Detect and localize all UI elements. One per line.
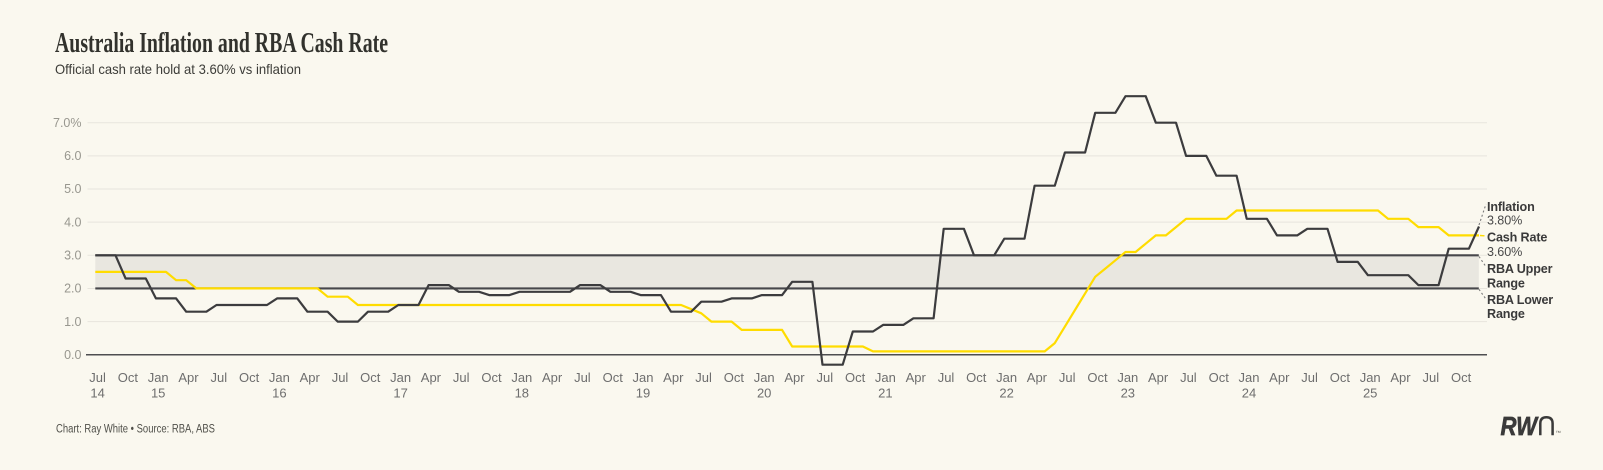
svg-text:Oct: Oct <box>845 370 866 385</box>
svg-text:Jul: Jul <box>695 370 712 385</box>
svg-text:Oct: Oct <box>239 370 260 385</box>
svg-text:Jan: Jan <box>511 370 532 385</box>
svg-text:19: 19 <box>636 386 650 401</box>
svg-text:20: 20 <box>757 386 771 401</box>
svg-text:Oct: Oct <box>1330 370 1351 385</box>
svg-text:21: 21 <box>878 386 892 401</box>
svg-text:Jul: Jul <box>1059 370 1076 385</box>
svg-text:Jul: Jul <box>210 370 227 385</box>
svg-text:14: 14 <box>90 386 104 401</box>
svg-text:Jan: Jan <box>875 370 896 385</box>
svg-text:Official cash rate hold at 3.6: Official cash rate hold at 3.60% vs infl… <box>55 61 301 77</box>
svg-text:Apr: Apr <box>1148 370 1169 385</box>
svg-text:4.0: 4.0 <box>64 215 81 229</box>
svg-text:Apr: Apr <box>421 370 442 385</box>
svg-text:Jul: Jul <box>89 370 106 385</box>
svg-text:Apr: Apr <box>300 370 321 385</box>
svg-text:3.0: 3.0 <box>64 249 81 263</box>
svg-text:Jan: Jan <box>754 370 775 385</box>
svg-text:Apr: Apr <box>663 370 684 385</box>
svg-text:Range: Range <box>1487 307 1525 321</box>
svg-text:Jul: Jul <box>1422 370 1439 385</box>
svg-text:Australia Inflation and RBA Ca: Australia Inflation and RBA Cash Rate <box>55 27 388 59</box>
svg-text:Oct: Oct <box>118 370 139 385</box>
svg-text:Oct: Oct <box>1087 370 1108 385</box>
svg-text:Apr: Apr <box>1027 370 1048 385</box>
svg-text:Apr: Apr <box>542 370 563 385</box>
svg-text:Jul: Jul <box>816 370 833 385</box>
svg-text:25: 25 <box>1363 386 1377 401</box>
svg-text:7.0%: 7.0% <box>53 116 82 130</box>
svg-text:Jan: Jan <box>996 370 1017 385</box>
svg-text:17: 17 <box>393 386 407 401</box>
svg-text:Jul: Jul <box>574 370 591 385</box>
svg-text:5.0: 5.0 <box>64 182 81 196</box>
svg-text:Oct: Oct <box>724 370 745 385</box>
svg-text:3.80%: 3.80% <box>1487 214 1522 228</box>
svg-text:Apr: Apr <box>906 370 927 385</box>
svg-text:0.0: 0.0 <box>64 348 81 362</box>
svg-text:Oct: Oct <box>360 370 381 385</box>
svg-text:Jul: Jul <box>332 370 349 385</box>
svg-text:Cash Rate: Cash Rate <box>1487 230 1547 244</box>
svg-text:Chart: Ray White • Source: RBA: Chart: Ray White • Source: RBA, ABS <box>56 424 215 436</box>
svg-text:Jul: Jul <box>938 370 955 385</box>
svg-text:Oct: Oct <box>1451 370 1472 385</box>
svg-text:Apr: Apr <box>1269 370 1290 385</box>
svg-text:22: 22 <box>999 386 1013 401</box>
svg-text:Range: Range <box>1487 277 1525 291</box>
svg-text:16: 16 <box>272 386 286 401</box>
svg-text:15: 15 <box>151 386 165 401</box>
svg-text:RBA Upper: RBA Upper <box>1487 262 1553 276</box>
svg-text:Jan: Jan <box>1239 370 1260 385</box>
svg-text:Oct: Oct <box>481 370 502 385</box>
svg-text:Jan: Jan <box>1117 370 1138 385</box>
svg-text:Oct: Oct <box>1209 370 1230 385</box>
svg-text:24: 24 <box>1242 386 1256 401</box>
svg-text:Jan: Jan <box>148 370 169 385</box>
svg-text:RBA Lower: RBA Lower <box>1487 293 1553 307</box>
svg-text:Jan: Jan <box>1360 370 1381 385</box>
svg-text:23: 23 <box>1121 386 1135 401</box>
svg-text:3.60%: 3.60% <box>1487 245 1522 259</box>
svg-text:Jul: Jul <box>1301 370 1318 385</box>
svg-text:6.0: 6.0 <box>64 149 81 163</box>
svg-text:Oct: Oct <box>966 370 987 385</box>
svg-text:Jul: Jul <box>453 370 470 385</box>
svg-text:Apr: Apr <box>1390 370 1411 385</box>
svg-text:Inflation: Inflation <box>1487 200 1535 214</box>
svg-text:Apr: Apr <box>178 370 199 385</box>
svg-text:Apr: Apr <box>784 370 805 385</box>
svg-text:18: 18 <box>515 386 529 401</box>
svg-text:Jul: Jul <box>1180 370 1197 385</box>
svg-text:Jan: Jan <box>633 370 654 385</box>
svg-text:™: ™ <box>1556 431 1562 437</box>
svg-text:2.0: 2.0 <box>64 282 81 296</box>
svg-text:Jan: Jan <box>390 370 411 385</box>
svg-text:1.0: 1.0 <box>64 315 81 329</box>
svg-text:Oct: Oct <box>603 370 624 385</box>
svg-text:Jan: Jan <box>269 370 290 385</box>
svg-text:RW: RW <box>1501 411 1540 441</box>
